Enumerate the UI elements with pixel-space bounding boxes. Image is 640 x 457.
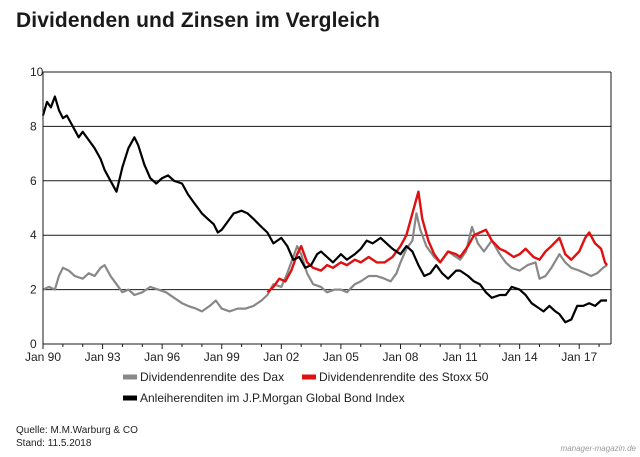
source-note: Quelle: M.M.Warburg & CO bbox=[16, 425, 138, 436]
x-tick-label: Jan 96 bbox=[144, 350, 180, 364]
legend-label: Dividendenrendite des Stoxx 50 bbox=[319, 370, 489, 384]
axes bbox=[42, 72, 612, 349]
x-tick-label: Jan 93 bbox=[85, 350, 121, 364]
legend-label: Anleiherenditen im J.P.Morgan Global Bon… bbox=[140, 391, 405, 405]
x-tick-label: Jan 90 bbox=[25, 350, 61, 364]
legend: Dividendenrendite des Dax Dividendenrendi… bbox=[123, 370, 489, 405]
y-tick-label: 10 bbox=[30, 65, 44, 79]
series-line-dax bbox=[42, 212, 608, 313]
stand-date: Stand: 11.5.2018 bbox=[16, 438, 92, 449]
x-tick-label: Jan 11 bbox=[442, 350, 477, 364]
y-tick-label: 2 bbox=[30, 283, 37, 297]
y-tick-label: 0 bbox=[30, 337, 37, 351]
legend-label: Dividendenrendite des Dax bbox=[140, 370, 284, 384]
watermark: manager-magazin.de bbox=[560, 444, 636, 453]
chart-title: Dividenden und Zinsen im Vergleich bbox=[16, 9, 380, 32]
x-tick-label: Jan 14 bbox=[502, 350, 538, 364]
y-tick-labels: 0 2 4 6 8 10 bbox=[30, 65, 44, 351]
series-line-bond-index bbox=[41, 95, 607, 324]
grid-lines bbox=[43, 71, 611, 345]
series-lines bbox=[41, 95, 608, 324]
x-tick-label: Jan 08 bbox=[382, 350, 418, 364]
x-tick-label: Jan 02 bbox=[263, 350, 299, 364]
x-tick-label: Jan 05 bbox=[323, 350, 359, 364]
series-line-stoxx50 bbox=[266, 190, 608, 294]
y-tick-label: 4 bbox=[30, 228, 37, 242]
x-tick-label: Jan 99 bbox=[204, 350, 240, 364]
y-tick-label: 8 bbox=[30, 119, 37, 133]
y-tick-label: 6 bbox=[30, 174, 37, 188]
x-tick-label: Jan 17 bbox=[561, 350, 597, 364]
plot-area bbox=[43, 72, 611, 344]
x-tick-labels: Jan 90 Jan 93 Jan 96 Jan 99 Jan 02 Jan 05 Jan … bbox=[25, 350, 598, 364]
